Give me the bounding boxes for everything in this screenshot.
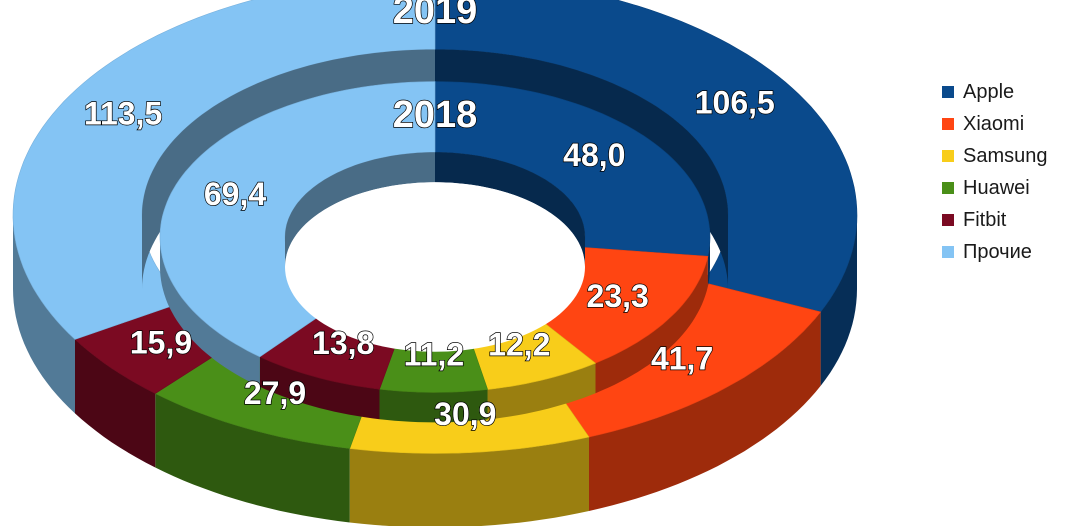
legend-label: Huawei bbox=[963, 176, 1030, 199]
outer-value-прочие: 113,5 bbox=[84, 96, 162, 132]
outer-ring-wall-huawei bbox=[155, 393, 350, 523]
outer-ring-wall-apple bbox=[820, 215, 857, 386]
inner-ring-hole-wall-прочие bbox=[285, 152, 435, 267]
legend-swatch bbox=[942, 150, 954, 162]
outer-value-fitbit: 15,9 bbox=[130, 324, 192, 360]
legend-label: Прочие bbox=[963, 240, 1032, 263]
legend-swatch bbox=[942, 182, 954, 194]
legend-label: Samsung bbox=[963, 144, 1048, 167]
inner-ring-wall-huawei bbox=[379, 389, 488, 423]
chart-legend: Apple Xiaomi Samsung Huawei Fitbit Прочие bbox=[942, 76, 1072, 268]
legend-swatch bbox=[942, 86, 954, 98]
outer-ring-wall-samsung bbox=[349, 437, 589, 526]
legend-swatch bbox=[942, 214, 954, 226]
legend-swatch bbox=[942, 118, 954, 130]
series-title-2018: 2018 bbox=[393, 94, 478, 136]
inner-ring-wall-samsung bbox=[487, 363, 596, 420]
inner-value-samsung: 12,2 bbox=[488, 327, 550, 363]
legend-label: Fitbit bbox=[963, 208, 1007, 231]
inner-value-прочие: 69,4 bbox=[204, 176, 266, 212]
inner-ring-wall-apple bbox=[707, 237, 710, 287]
legend-item-huawei: Huawei bbox=[942, 172, 1072, 204]
legend-item-xiaomi: Xiaomi bbox=[942, 108, 1072, 140]
legend-label: Apple bbox=[963, 80, 1015, 103]
legend-item-apple: Apple bbox=[942, 76, 1072, 108]
outer-ring-wall-fitbit bbox=[75, 339, 156, 468]
inner-value-fitbit: 13,8 bbox=[312, 325, 374, 361]
inner-value-apple: 48,0 bbox=[563, 137, 625, 173]
outer-ring-wall-xiaomi bbox=[589, 311, 821, 511]
legend-item-samsung: Samsung bbox=[942, 140, 1072, 172]
inner-ring-wall-xiaomi bbox=[595, 256, 708, 394]
inner-ring-hole-wall-apple bbox=[435, 152, 585, 267]
outer-value-huawei: 27,9 bbox=[244, 375, 306, 411]
inner-ring-wall-fitbit bbox=[259, 356, 380, 420]
series-title-2019: 2019 bbox=[393, 0, 478, 32]
inner-ring-wall-прочие bbox=[160, 237, 260, 387]
inner-value-xiaomi: 23,3 bbox=[587, 278, 649, 314]
legend-label: Xiaomi bbox=[963, 112, 1025, 135]
outer-value-xiaomi: 41,7 bbox=[651, 340, 713, 376]
inner-value-huawei: 11,2 bbox=[404, 337, 465, 373]
legend-item-fitbit: Fitbit bbox=[942, 204, 1072, 236]
outer-ring-wall-прочие bbox=[13, 215, 75, 414]
center-hole bbox=[285, 182, 585, 352]
outer-value-samsung: 30,9 bbox=[434, 396, 496, 432]
outer-value-apple: 106,5 bbox=[695, 84, 775, 120]
legend-swatch bbox=[942, 246, 954, 258]
legend-item-прочие: Прочие bbox=[942, 236, 1072, 268]
